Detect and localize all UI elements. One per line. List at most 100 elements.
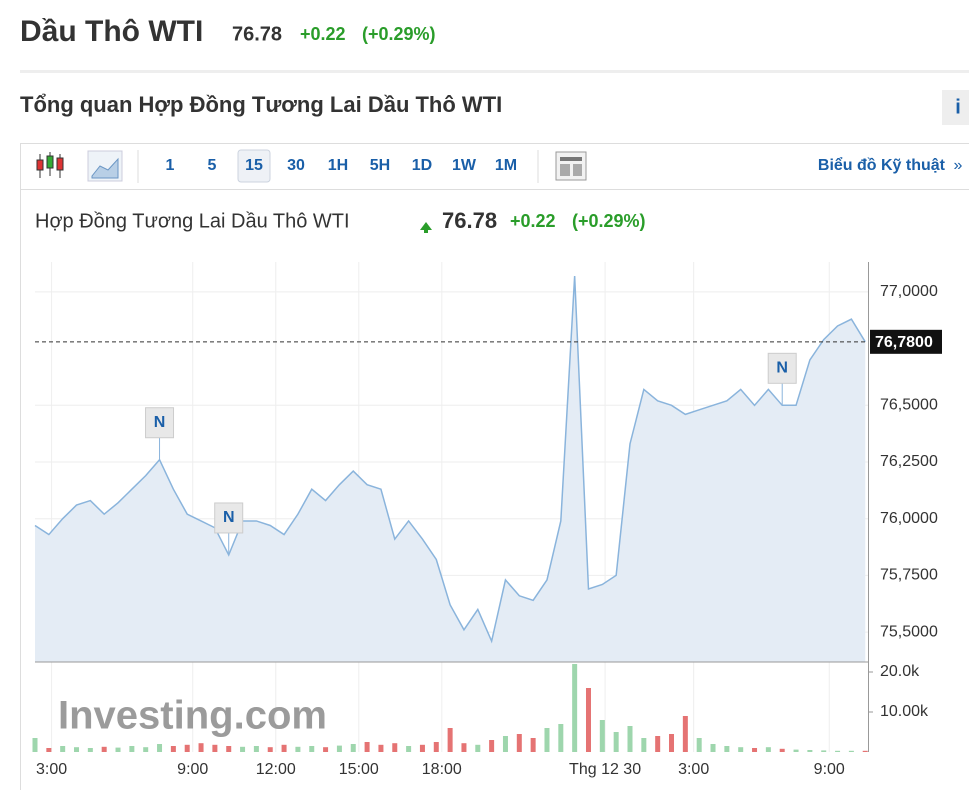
y-tick-label: 76,5000: [880, 397, 938, 414]
volume-bar: [531, 738, 536, 752]
x-tick-label: 3:00: [678, 761, 709, 778]
price: 76.78: [232, 23, 282, 45]
news-label[interactable]: N: [154, 414, 166, 431]
interval-button[interactable]: 1M: [495, 157, 517, 174]
volume-bar: [254, 746, 259, 752]
volume-bar: [102, 747, 107, 752]
volume-bar: [268, 747, 273, 752]
volume-bar: [475, 745, 480, 752]
change: +0.22: [300, 24, 346, 44]
title: Dầu Thô WTI: [20, 15, 203, 48]
volume-bar: [448, 728, 453, 752]
interval-button[interactable]: 15: [245, 157, 263, 174]
info-icon[interactable]: i: [955, 96, 961, 118]
link-arrow[interactable]: »: [954, 157, 963, 174]
y-tick-label: 77,0000: [880, 283, 938, 300]
y-tick-label: 75,5000: [880, 623, 938, 640]
volume-bar: [461, 743, 466, 752]
volume-bar: [586, 688, 591, 752]
volume-bar: [406, 746, 411, 752]
volume-bar: [240, 747, 245, 752]
volume-bar: [821, 750, 826, 752]
chart-title: Hợp Đồng Tương Lai Dầu Thô WTI: [35, 210, 350, 232]
section-title: Tổng quan Hợp Đồng Tương Lai Dầu Thô WTI: [20, 92, 502, 117]
interval-button[interactable]: 1: [166, 157, 175, 174]
x-tick-label: Thg 12 30: [569, 761, 641, 778]
volume-bar: [752, 748, 757, 752]
x-tick-label: 15:00: [339, 761, 379, 778]
volume-bar: [724, 746, 729, 752]
x-tick-label: 3:00: [36, 761, 67, 778]
volume-bar: [199, 743, 204, 752]
volume-bar: [157, 744, 162, 752]
interval-button[interactable]: 30: [287, 157, 305, 174]
volume-bar: [697, 738, 702, 752]
volume-bar: [766, 747, 771, 752]
volume-bar: [392, 743, 397, 752]
volume-tick-label: 10.00k: [880, 703, 929, 720]
x-tick-label: 12:00: [256, 761, 296, 778]
volume-bar: [655, 736, 660, 752]
y-tick-label: 76,2500: [880, 453, 938, 470]
chart-change: +0.22: [510, 211, 556, 231]
divider: [20, 70, 969, 73]
volume-bar: [835, 751, 840, 752]
y-tick-label: 76,0000: [880, 510, 938, 527]
line-icon[interactable]: [88, 151, 122, 181]
x-tick-label: 18:00: [422, 761, 462, 778]
volume-bar: [420, 745, 425, 752]
x-tick-label: 9:00: [814, 761, 845, 778]
chart-price: 76.78: [442, 208, 497, 233]
up-arrow: [420, 222, 432, 233]
interval-button[interactable]: 1H: [328, 157, 348, 174]
news-label[interactable]: N: [223, 509, 235, 526]
tech-chart-link[interactable]: Biểu đồ Kỹ thuật: [818, 156, 946, 174]
volume-bar: [807, 750, 812, 752]
volume-bar: [544, 728, 549, 752]
last-price-label: 76,7800: [875, 334, 933, 351]
y-tick-label: 75,7500: [880, 567, 938, 584]
interval-button[interactable]: 1D: [412, 157, 432, 174]
volume-bar: [683, 716, 688, 752]
change-pct: (+0.29%): [362, 24, 436, 44]
volume-bar: [143, 747, 148, 752]
volume-bar: [863, 751, 868, 752]
volume-bar: [33, 738, 38, 752]
volume-bar: [572, 664, 577, 752]
volume-bar: [558, 724, 563, 752]
interval-button[interactable]: 5H: [370, 157, 390, 174]
volume-tick-label: 20.0k: [880, 663, 920, 680]
volume-bar: [351, 744, 356, 752]
volume-bar: [282, 745, 287, 752]
volume-bar: [600, 720, 605, 752]
volume-bar: [365, 742, 370, 752]
volume-bar: [88, 748, 93, 752]
volume-bar: [378, 745, 383, 752]
volume-bar: [780, 749, 785, 752]
news-label[interactable]: N: [776, 360, 788, 377]
volume-bar: [517, 734, 522, 752]
interval-button[interactable]: 5: [208, 157, 217, 174]
volume-bar: [337, 746, 342, 752]
interval-button[interactable]: 1W: [452, 157, 477, 174]
watermark: Investing.com: [58, 694, 327, 738]
volume-bar: [46, 748, 51, 752]
volume-bar: [116, 748, 121, 752]
volume-bar: [614, 732, 619, 752]
volume-bar: [226, 746, 231, 752]
volume-bar: [434, 742, 439, 752]
volume-bar: [185, 745, 190, 752]
chart-change-pct: (+0.29%): [572, 211, 646, 231]
layout-icon[interactable]: [556, 152, 586, 180]
volume-bar: [849, 751, 854, 752]
volume-bar: [503, 736, 508, 752]
volume-bar: [129, 746, 134, 752]
volume-bar: [60, 746, 65, 752]
volume-bar: [171, 746, 176, 752]
volume-bar: [738, 747, 743, 752]
volume-bar: [212, 745, 217, 752]
volume-bar: [309, 746, 314, 752]
volume-bar: [711, 744, 716, 752]
